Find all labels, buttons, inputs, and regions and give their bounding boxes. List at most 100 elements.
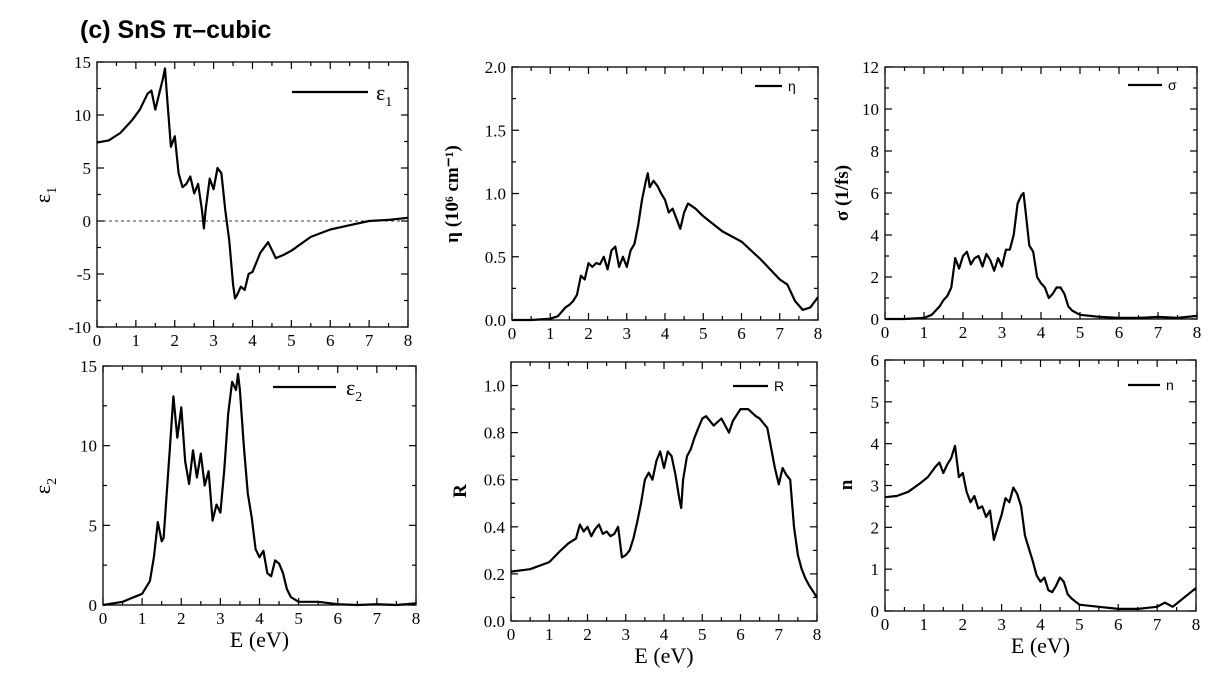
y-tick-label: 0.0 — [484, 612, 505, 631]
y-tick-label: 0 — [871, 602, 880, 621]
x-tick-label: 6 — [736, 625, 745, 644]
x-tick-label: 0 — [93, 331, 102, 350]
y-tick-label: 4 — [871, 226, 880, 245]
y-tick-label: 15 — [80, 357, 97, 376]
x-tick-label: 7 — [373, 609, 382, 628]
x-tick-label: 7 — [776, 324, 785, 343]
legend-label: η — [788, 78, 796, 94]
x-tick-label: 6 — [1115, 323, 1124, 342]
y-tick-label: 0.0 — [485, 311, 506, 330]
x-tick-label: 4 — [248, 331, 257, 350]
x-axis-label: E (eV) — [230, 627, 289, 652]
x-tick-label: 4 — [661, 324, 670, 343]
y-tick-label: 12 — [862, 58, 879, 77]
y-axis-label: η (10⁶ cm⁻¹) — [442, 145, 463, 243]
x-tick-label: 3 — [623, 324, 632, 343]
y-tick-label: 0.8 — [484, 424, 505, 443]
y-tick-label: 10 — [74, 106, 91, 125]
x-axis-label: E (eV) — [1011, 633, 1070, 658]
y-tick-label: 0 — [89, 596, 98, 615]
series-line-sigma — [885, 191, 1198, 321]
x-tick-label: 6 — [326, 331, 335, 350]
y-tick-label: 6 — [871, 351, 880, 370]
y-tick-label: 10 — [862, 100, 879, 119]
y-tick-label: 8 — [871, 142, 880, 161]
x-tick-label: 0 — [881, 323, 890, 342]
x-tick-label: 1 — [545, 625, 554, 644]
series-line-eps2 — [102, 372, 417, 607]
x-axis-label: E (eV) — [634, 643, 693, 668]
legend-label: σ — [1168, 77, 1177, 93]
figure-title: (c) SnS π–cubic — [80, 16, 272, 44]
y-tick-label: 2 — [871, 268, 880, 287]
x-tick-label: 2 — [583, 625, 592, 644]
x-tick-label: 0 — [99, 609, 108, 628]
panel-eps1: 0 1 2 3 4 5 6 7 8 -10 -5 0 5 10 15 ε1 ε1 — [30, 53, 412, 350]
plot-frame — [510, 361, 818, 622]
y-axis-label: ε2 — [30, 478, 60, 494]
y-tick-label: 5 — [83, 159, 92, 178]
legend-label: ε2 — [346, 375, 362, 405]
y-tick-label: 6 — [871, 184, 880, 203]
series-line-eps1 — [96, 67, 409, 300]
x-tick-label: 3 — [997, 615, 1006, 634]
x-tick-label: 1 — [920, 323, 929, 342]
x-tick-label: 8 — [412, 609, 421, 628]
plot-frame — [102, 365, 417, 606]
x-tick-label: 2 — [177, 609, 186, 628]
x-tick-label: 8 — [404, 331, 413, 350]
x-tick-label: 7 — [365, 331, 374, 350]
y-tick-label: -10 — [68, 318, 91, 337]
y-tick-label: 0.2 — [484, 565, 505, 584]
x-tick-label: 3 — [622, 625, 631, 644]
y-tick-label: 1.0 — [484, 377, 505, 396]
x-tick-label: 0 — [507, 625, 516, 644]
x-tick-label: 4 — [1036, 615, 1045, 634]
x-tick-label: 3 — [209, 331, 218, 350]
plot-frame — [884, 66, 1198, 320]
y-tick-label: 2 — [871, 518, 880, 537]
legend-label: R — [774, 378, 784, 394]
y-tick-label: 1.0 — [485, 185, 506, 204]
x-tick-label: 7 — [775, 625, 784, 644]
x-tick-label: 5 — [1076, 323, 1085, 342]
x-tick-label: 8 — [813, 625, 822, 644]
x-tick-label: 2 — [959, 323, 968, 342]
x-tick-label: 4 — [1037, 323, 1046, 342]
x-tick-label: 8 — [1192, 615, 1201, 634]
legend-label: n — [1166, 377, 1174, 393]
y-tick-label: 2.0 — [485, 58, 506, 77]
x-tick-label: 2 — [171, 331, 180, 350]
y-axis-label: R — [450, 484, 471, 498]
y-tick-label: 0.6 — [484, 471, 505, 490]
x-tick-label: 5 — [699, 324, 708, 343]
y-tick-label: -5 — [77, 265, 91, 284]
x-tick-label: 8 — [814, 324, 823, 343]
x-tick-label: 1 — [546, 324, 555, 343]
panel-n: 0 1 2 3 4 5 6 7 8 0 1 2 3 4 5 6 n n E (eV) — [836, 351, 1200, 658]
x-tick-label: 0 — [881, 615, 890, 634]
x-tick-label: 5 — [287, 331, 296, 350]
panel-eps2: 0 1 2 3 4 5 6 7 8 0 5 10 15 ε2 ε2 E (eV) — [30, 357, 420, 652]
x-tick-label: 5 — [1075, 615, 1084, 634]
y-tick-label: 5 — [871, 393, 880, 412]
x-tick-label: 4 — [255, 609, 264, 628]
legend-label: ε1 — [376, 80, 392, 110]
y-tick-label: 10 — [80, 437, 97, 456]
y-tick-label: 5 — [89, 516, 98, 535]
x-tick-label: 2 — [584, 324, 593, 343]
x-tick-label: 0 — [508, 324, 517, 343]
x-tick-label: 2 — [959, 615, 968, 634]
x-tick-label: 4 — [660, 625, 669, 644]
series-line-eta — [512, 172, 819, 322]
y-tick-label: 15 — [74, 53, 91, 72]
x-tick-label: 6 — [1114, 615, 1123, 634]
y-tick-label: 1 — [871, 560, 880, 579]
x-tick-label: 1 — [138, 609, 147, 628]
x-tick-label: 1 — [920, 615, 929, 634]
y-tick-label: 0.5 — [485, 248, 506, 267]
x-tick-label: 6 — [334, 609, 343, 628]
plot-frame — [511, 66, 819, 321]
